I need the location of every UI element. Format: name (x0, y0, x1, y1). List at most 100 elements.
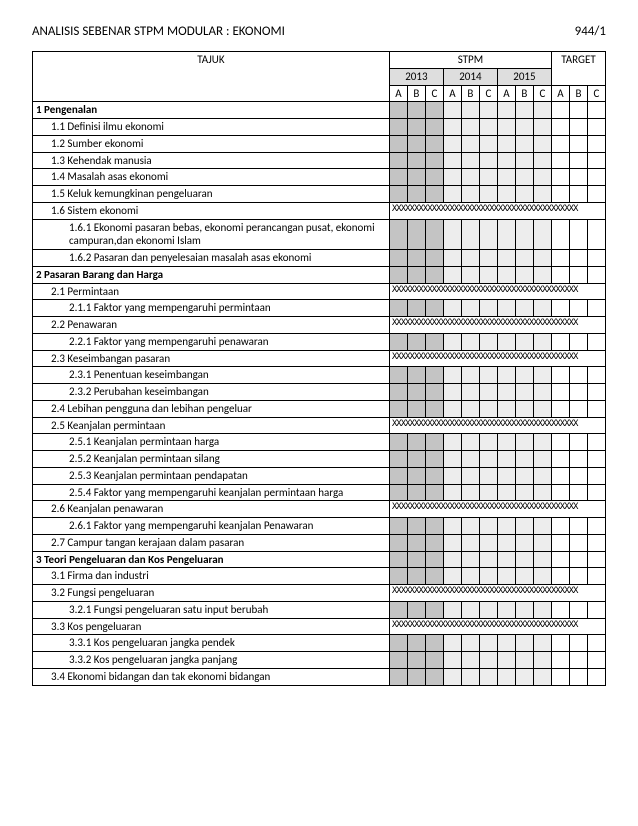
table-row: 2.6.1 Faktor yang mempengaruhi keanjalan… (33, 518, 606, 535)
data-cell (533, 250, 551, 267)
data-cell (551, 484, 569, 501)
table-row: 2.7 Campur tangan kerajaan dalam pasaran (33, 534, 606, 551)
data-cell (461, 451, 479, 468)
data-cell (407, 451, 425, 468)
data-cell (479, 518, 497, 535)
data-cell (461, 266, 479, 283)
data-cell (479, 152, 497, 169)
data-cell (533, 635, 551, 652)
row-label: 3.1 Firma dan industri (33, 568, 390, 585)
data-cell (533, 652, 551, 669)
data-cell (443, 451, 461, 468)
table-row: 3.2.1 Fungsi pengeluaran satu input beru… (33, 601, 606, 618)
data-cell (497, 169, 515, 186)
data-cell (533, 102, 551, 119)
data-cell (389, 601, 407, 618)
data-cell (443, 551, 461, 568)
data-cell (515, 250, 533, 267)
data-cell (551, 400, 569, 417)
row-label: 1.3 Kehendak manusia (33, 152, 390, 169)
data-cell (425, 152, 443, 169)
data-cell (461, 169, 479, 186)
data-cell (515, 652, 533, 669)
table-row: 3.3.1 Kos pengeluaran jangka pendek (33, 635, 606, 652)
data-cell (587, 119, 605, 136)
data-cell (407, 186, 425, 203)
data-cell (479, 186, 497, 203)
data-cell (443, 102, 461, 119)
row-label: 2.5 Keanjalan permintaan (33, 417, 390, 434)
header-col-3-2: C (587, 85, 605, 102)
row-label: 2.4 Lebihan pengguna dan lebihan pengelu… (33, 400, 390, 417)
header-col-1-1: B (461, 85, 479, 102)
data-cell (443, 601, 461, 618)
data-cell (443, 434, 461, 451)
data-cell (425, 300, 443, 317)
data-cell (569, 333, 587, 350)
data-cell (425, 652, 443, 669)
data-cell (587, 635, 605, 652)
data-cell (497, 451, 515, 468)
table-row: 1.4 Masalah asas ekonomi (33, 169, 606, 186)
doc-code: 944/1 (575, 24, 606, 39)
data-cell (461, 652, 479, 669)
row-label: 2.6.1 Faktor yang mempengaruhi keanjalan… (33, 518, 390, 535)
data-cell (497, 266, 515, 283)
data-cell (443, 250, 461, 267)
crossed-cells: XXXXXXXXXXXXXXXXXXXXXXXXXXXXXXXXXXXXXXXX… (389, 283, 605, 300)
data-cell (407, 434, 425, 451)
data-cell (407, 219, 425, 250)
data-cell (551, 467, 569, 484)
data-cell (551, 102, 569, 119)
data-cell (425, 367, 443, 384)
header-col-2-1: B (515, 85, 533, 102)
row-label: 1.6.2 Pasaran dan penyelesaian masalah a… (33, 250, 390, 267)
data-cell (587, 451, 605, 468)
data-cell (569, 119, 587, 136)
data-cell (515, 400, 533, 417)
data-cell (533, 186, 551, 203)
data-cell (587, 568, 605, 585)
data-cell (461, 668, 479, 685)
data-cell (551, 568, 569, 585)
data-cell (569, 668, 587, 685)
data-cell (479, 484, 497, 501)
data-cell (389, 333, 407, 350)
data-cell (479, 333, 497, 350)
data-cell (587, 219, 605, 250)
data-cell (551, 451, 569, 468)
data-cell (461, 551, 479, 568)
table-row: 3.2 Fungsi pengeluaranXXXXXXXXXXXXXXXXXX… (33, 585, 606, 602)
data-cell (497, 367, 515, 384)
data-cell (587, 135, 605, 152)
data-cell (551, 551, 569, 568)
data-cell (389, 551, 407, 568)
data-cell (479, 601, 497, 618)
data-cell (425, 635, 443, 652)
data-cell (569, 451, 587, 468)
row-label: 1.4 Masalah asas ekonomi (33, 169, 390, 186)
data-cell (407, 266, 425, 283)
data-cell (479, 568, 497, 585)
data-cell (407, 668, 425, 685)
data-cell (569, 601, 587, 618)
row-label: 2.5.4 Faktor yang mempengaruhi keanjalan… (33, 484, 390, 501)
data-cell (461, 119, 479, 136)
header-col-1-2: C (479, 85, 497, 102)
data-cell (389, 652, 407, 669)
table-row: 1.3 Kehendak manusia (33, 152, 606, 169)
data-cell (461, 635, 479, 652)
data-cell (407, 635, 425, 652)
data-cell (461, 102, 479, 119)
data-cell (443, 119, 461, 136)
data-cell (461, 219, 479, 250)
data-cell (569, 169, 587, 186)
data-cell (569, 384, 587, 401)
table-row: 3.1 Firma dan industri (33, 568, 606, 585)
header-target: TARGET (551, 52, 605, 86)
data-cell (497, 652, 515, 669)
data-cell (461, 518, 479, 535)
data-cell (551, 186, 569, 203)
data-cell (479, 250, 497, 267)
data-cell (389, 250, 407, 267)
